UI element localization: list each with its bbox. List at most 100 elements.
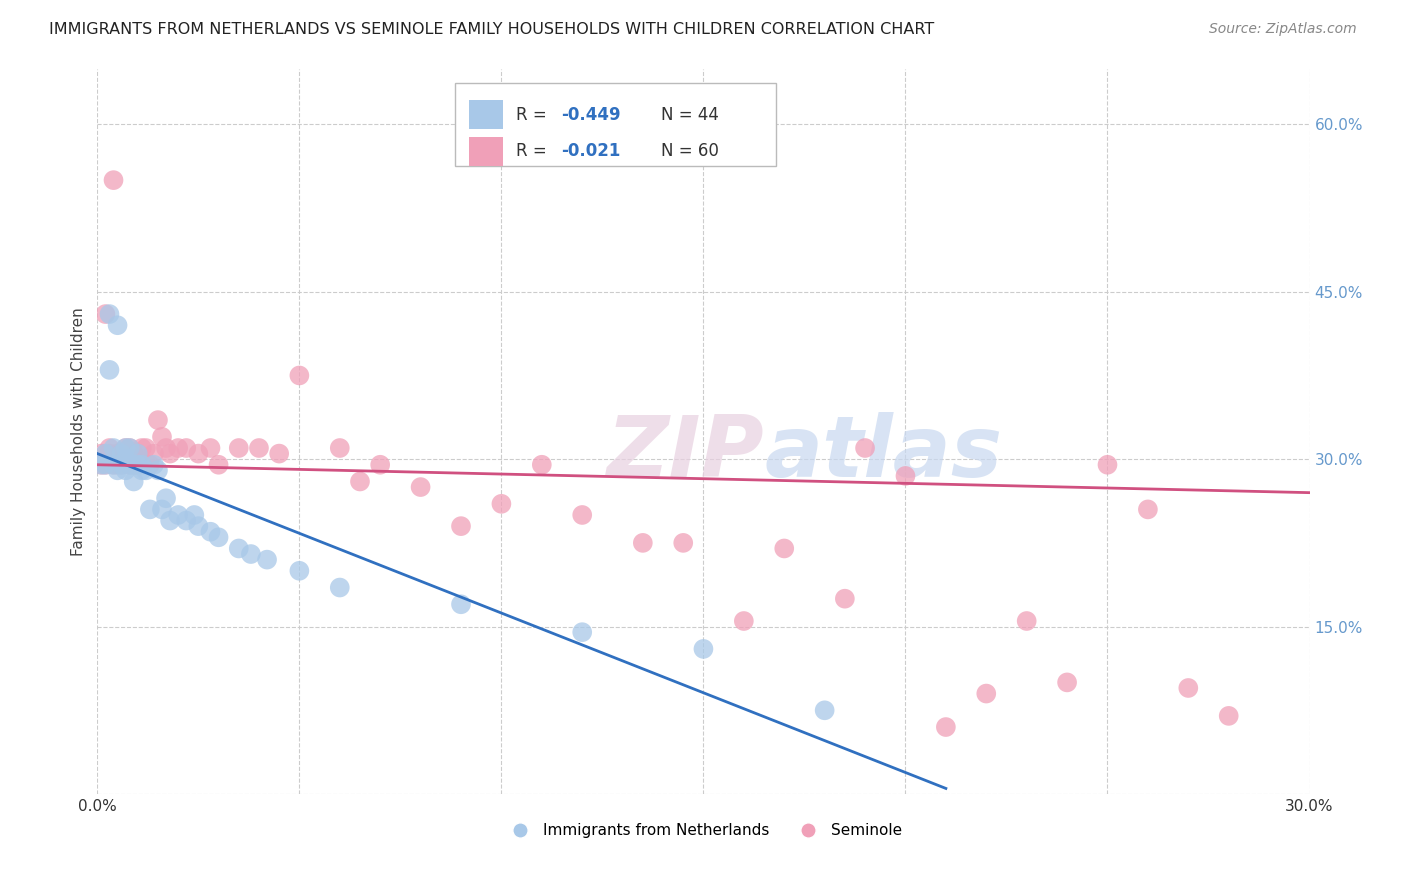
Point [94, 458, 117, 472]
Point [207, 458, 229, 472]
Point [349, 475, 371, 489]
Point [142, 447, 165, 461]
Point [127, 447, 149, 461]
Point [139, 458, 162, 472]
Text: N = 44: N = 44 [661, 106, 718, 124]
Point [118, 458, 141, 472]
Point [228, 441, 250, 455]
Point [103, 441, 125, 455]
Point [122, 475, 145, 489]
Point [167, 441, 190, 455]
Bar [470, 100, 503, 129]
Point [631, 536, 654, 550]
Point [174, 441, 197, 455]
Point [530, 458, 553, 472]
Text: IMMIGRANTS FROM NETHERLANDS VS SEMINOLE FAMILY HOUSEHOLDS WITH CHILDREN CORRELAT: IMMIGRANTS FROM NETHERLANDS VS SEMINOLE … [49, 22, 935, 37]
Point [187, 447, 209, 461]
Point [127, 458, 149, 472]
Point [491, 497, 513, 511]
Point [288, 564, 311, 578]
Point [131, 463, 153, 477]
Text: -0.449: -0.449 [561, 106, 621, 124]
Y-axis label: Family Households with Children: Family Households with Children [72, 307, 86, 556]
Point [174, 514, 197, 528]
Point [1136, 502, 1159, 516]
Point [90, 458, 112, 472]
Point [1015, 614, 1038, 628]
Point [127, 447, 149, 461]
Point [167, 508, 190, 522]
Point [155, 441, 177, 455]
Point [1218, 709, 1240, 723]
Point [98, 447, 121, 461]
Point [409, 480, 432, 494]
Bar [470, 137, 503, 166]
Point [110, 458, 132, 472]
Legend: Immigrants from Netherlands, Seminole: Immigrants from Netherlands, Seminole [499, 817, 908, 845]
Point [114, 441, 136, 455]
Text: R =: R = [516, 106, 551, 124]
Point [110, 447, 132, 461]
Point [103, 458, 125, 472]
Point [131, 441, 153, 455]
Point [122, 447, 145, 461]
Point [1177, 681, 1199, 695]
Point [834, 591, 856, 606]
Point [118, 441, 141, 455]
Point [98, 307, 121, 321]
Point [814, 703, 837, 717]
Point [118, 458, 141, 472]
Point [159, 514, 181, 528]
Point [107, 463, 129, 477]
Point [247, 441, 270, 455]
Point [135, 463, 157, 477]
Point [239, 547, 262, 561]
Point [90, 458, 112, 472]
Text: ZIP: ZIP [606, 411, 763, 494]
Point [256, 552, 278, 566]
Point [159, 447, 181, 461]
Point [450, 519, 472, 533]
Text: R =: R = [516, 143, 551, 161]
Point [94, 458, 117, 472]
Point [269, 447, 291, 461]
Point [90, 447, 112, 461]
Text: -0.021: -0.021 [561, 143, 621, 161]
Point [571, 625, 593, 640]
Point [894, 469, 917, 483]
Point [142, 458, 165, 472]
Point [114, 447, 136, 461]
Point [200, 441, 222, 455]
Point [98, 363, 121, 377]
Point [155, 491, 177, 506]
Point [853, 441, 876, 455]
Point [114, 441, 136, 455]
Point [1056, 675, 1078, 690]
Point [288, 368, 311, 383]
Point [368, 458, 391, 472]
FancyBboxPatch shape [456, 83, 776, 167]
Point [228, 541, 250, 556]
Point [672, 536, 695, 550]
Point [107, 458, 129, 472]
Point [103, 173, 125, 187]
Point [114, 452, 136, 467]
Point [122, 458, 145, 472]
Point [329, 581, 352, 595]
Point [110, 447, 132, 461]
Point [935, 720, 957, 734]
Point [110, 458, 132, 472]
Point [122, 458, 145, 472]
Point [183, 508, 205, 522]
Point [135, 441, 157, 455]
Point [207, 530, 229, 544]
Point [94, 307, 117, 321]
Point [450, 597, 472, 611]
Point [127, 458, 149, 472]
Point [107, 447, 129, 461]
Point [200, 524, 222, 539]
Point [131, 458, 153, 472]
Point [146, 463, 169, 477]
Point [150, 430, 173, 444]
Point [974, 687, 997, 701]
